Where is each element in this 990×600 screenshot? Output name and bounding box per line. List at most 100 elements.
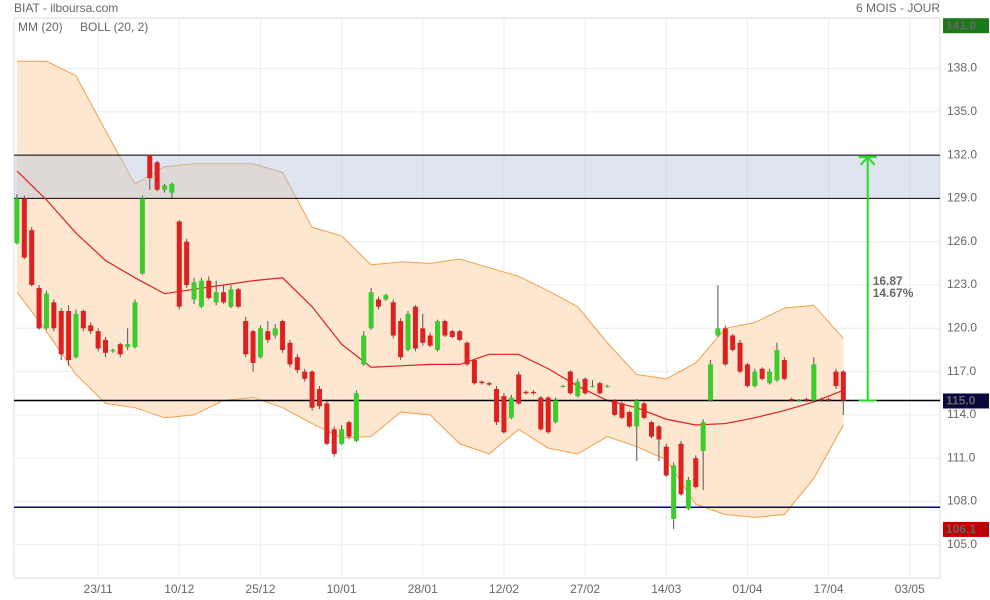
candle-body bbox=[375, 299, 381, 307]
x-tick-label: 25/12 bbox=[245, 582, 275, 596]
candle-body bbox=[700, 422, 706, 451]
candle-body bbox=[774, 349, 780, 381]
candle-body bbox=[21, 198, 27, 258]
candle-body bbox=[154, 162, 160, 190]
candle-body bbox=[198, 280, 204, 307]
candle-body bbox=[324, 403, 330, 444]
candle-body bbox=[309, 371, 315, 408]
candle-body bbox=[368, 292, 374, 329]
candle-body bbox=[280, 321, 286, 350]
price-label-box bbox=[943, 521, 989, 537]
candle-body bbox=[663, 446, 669, 476]
candle-body bbox=[589, 386, 595, 388]
chart-title: BIAT - ilboursa.com bbox=[14, 1, 118, 15]
x-tick-label: 12/02 bbox=[489, 582, 519, 596]
candle-body bbox=[818, 399, 824, 401]
y-tick-label: 135.0 bbox=[947, 104, 977, 118]
candle-body bbox=[147, 155, 153, 179]
bollinger-area bbox=[16, 61, 844, 518]
candle-body bbox=[567, 371, 573, 394]
candle-body bbox=[545, 397, 551, 433]
candle-body bbox=[435, 321, 441, 350]
price-label: 141.0 bbox=[946, 18, 976, 32]
candle-body bbox=[95, 331, 101, 349]
plot-frame bbox=[13, 17, 941, 579]
candle-body bbox=[420, 328, 426, 343]
candle-body bbox=[803, 399, 809, 401]
candle-body bbox=[346, 422, 352, 437]
candle-body bbox=[471, 360, 477, 384]
candle-body bbox=[43, 293, 49, 329]
x-tick-label: 27/02 bbox=[570, 582, 600, 596]
candle-body bbox=[132, 302, 138, 348]
candle-body bbox=[228, 289, 234, 307]
candle-body bbox=[715, 328, 721, 336]
y-tick-label: 111.0 bbox=[947, 450, 976, 464]
candle-body bbox=[494, 388, 500, 423]
candle-body bbox=[612, 400, 618, 415]
y-tick-label: 123.0 bbox=[947, 277, 977, 291]
price-label: 115.0 bbox=[946, 394, 976, 408]
candle-body bbox=[272, 328, 278, 336]
y-tick-label: 129.0 bbox=[947, 191, 977, 205]
candle-body bbox=[604, 386, 610, 388]
candle-body bbox=[789, 399, 795, 401]
measure-percent: 14.67% bbox=[873, 286, 914, 300]
candle-body bbox=[826, 399, 832, 401]
candle-body bbox=[294, 357, 300, 371]
candle-body bbox=[693, 458, 699, 488]
candle-body bbox=[117, 344, 123, 355]
candle-body bbox=[560, 386, 566, 388]
y-tick-label: 108.0 bbox=[947, 494, 977, 508]
candle-body bbox=[619, 403, 625, 418]
candle-body bbox=[479, 381, 485, 384]
candle-body bbox=[833, 371, 839, 387]
candle-body bbox=[649, 422, 655, 437]
x-tick-label: 03/05 bbox=[895, 582, 925, 596]
candle-body bbox=[125, 344, 131, 348]
candle-body bbox=[796, 400, 802, 402]
x-tick-label: 10/01 bbox=[327, 582, 357, 596]
candle-body bbox=[390, 302, 396, 336]
candle-body bbox=[250, 331, 256, 363]
candle-body bbox=[671, 465, 677, 519]
candle-body bbox=[685, 479, 691, 509]
candle-body bbox=[110, 349, 116, 352]
candle-body bbox=[523, 391, 529, 394]
candle-body bbox=[730, 335, 736, 350]
candle-body bbox=[331, 429, 337, 454]
candle-body bbox=[383, 295, 389, 300]
candle-body bbox=[361, 335, 367, 365]
candle-body bbox=[353, 393, 359, 441]
y-tick-label: 138.0 bbox=[947, 61, 977, 75]
candle-body bbox=[597, 383, 603, 394]
candle-body bbox=[427, 335, 433, 346]
candle-body bbox=[722, 328, 728, 365]
candle-body bbox=[538, 397, 544, 430]
candle-body bbox=[752, 371, 758, 387]
candle-body bbox=[176, 221, 182, 307]
candle-body bbox=[501, 396, 507, 433]
candle-body bbox=[737, 342, 743, 372]
chart-subtitle: 6 MOIS - JOUR bbox=[856, 1, 940, 15]
candle-body bbox=[58, 310, 64, 355]
x-tick-label: 10/12 bbox=[164, 582, 194, 596]
candle-body bbox=[641, 403, 647, 418]
y-tick-label: 120.0 bbox=[947, 320, 977, 334]
y-tick-label: 126.0 bbox=[947, 234, 977, 248]
x-tick-label: 14/03 bbox=[651, 582, 681, 596]
candle-body bbox=[243, 321, 249, 355]
candle-body bbox=[767, 371, 773, 384]
price-label: 106.1 bbox=[946, 522, 976, 536]
candle-body bbox=[464, 342, 470, 365]
candle-body bbox=[287, 342, 293, 365]
candle-body bbox=[678, 443, 684, 495]
candle-body bbox=[213, 292, 219, 303]
candle-body bbox=[29, 230, 35, 286]
y-tick-label: 132.0 bbox=[947, 147, 977, 161]
candle-body bbox=[66, 310, 72, 361]
y-tick-label: 114.0 bbox=[947, 407, 976, 421]
candle-body bbox=[553, 400, 559, 423]
candle-body bbox=[634, 400, 640, 427]
